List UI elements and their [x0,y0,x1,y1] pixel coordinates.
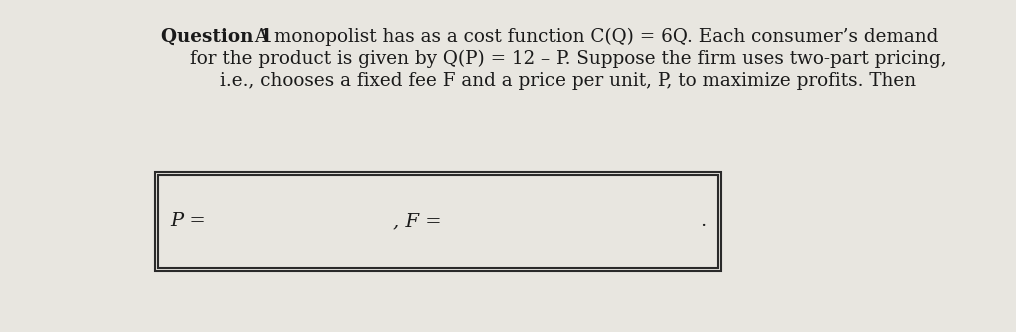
Text: Question 1: Question 1 [161,28,272,46]
Text: A monopolist has as a cost function C(Q) = 6Q. Each consumer’s demand: A monopolist has as a cost function C(Q)… [249,28,938,46]
Bar [158,175,718,268]
Text: .: . [700,212,706,230]
Text: , F =: , F = [393,212,442,230]
Text: for the product is given by Q(P) = 12 – P. Suppose the firm uses two-part pricin: for the product is given by Q(P) = 12 – … [190,50,946,68]
Bar [155,172,721,271]
Text: P =: P = [170,212,206,230]
Text: i.e., chooses a fixed fee F and a price per unit, P, to maximize profits. Then: i.e., chooses a fixed fee F and a price … [219,72,916,90]
